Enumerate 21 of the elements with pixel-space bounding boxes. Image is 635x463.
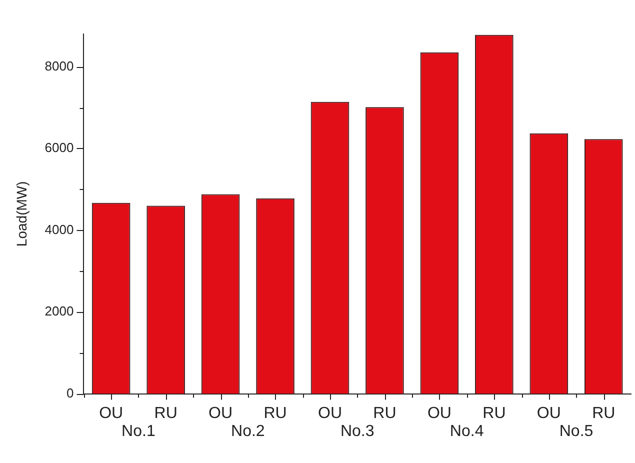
x-tick-label: RU <box>592 404 616 422</box>
text: No.3 <box>340 423 374 440</box>
x-tick-label: RU <box>264 404 287 422</box>
y-axis-title: Load(MW) <box>13 181 30 247</box>
y-tick-label: 0 <box>66 385 74 400</box>
x-tick-label: OU <box>99 404 124 422</box>
y-tick-label: 8000 <box>44 58 74 74</box>
x-tick-label: OU <box>536 404 561 422</box>
x-tick-label: RU <box>154 404 178 422</box>
x-tick-label: OU <box>427 404 452 422</box>
text: No.1 <box>122 423 156 440</box>
x-tick-label: OU <box>318 404 342 422</box>
x-tick-label: RU <box>482 404 506 422</box>
y-tick-label: 4000 <box>44 222 74 237</box>
text: No.2 <box>231 423 265 440</box>
text: No.4 <box>450 423 484 440</box>
y-tick-label: 2000 <box>44 304 74 319</box>
x-tick-label: RU <box>373 404 396 422</box>
x-tick-label: OU <box>208 404 233 422</box>
y-tick-label: 6000 <box>44 140 74 156</box>
text: No.5 <box>559 423 594 440</box>
